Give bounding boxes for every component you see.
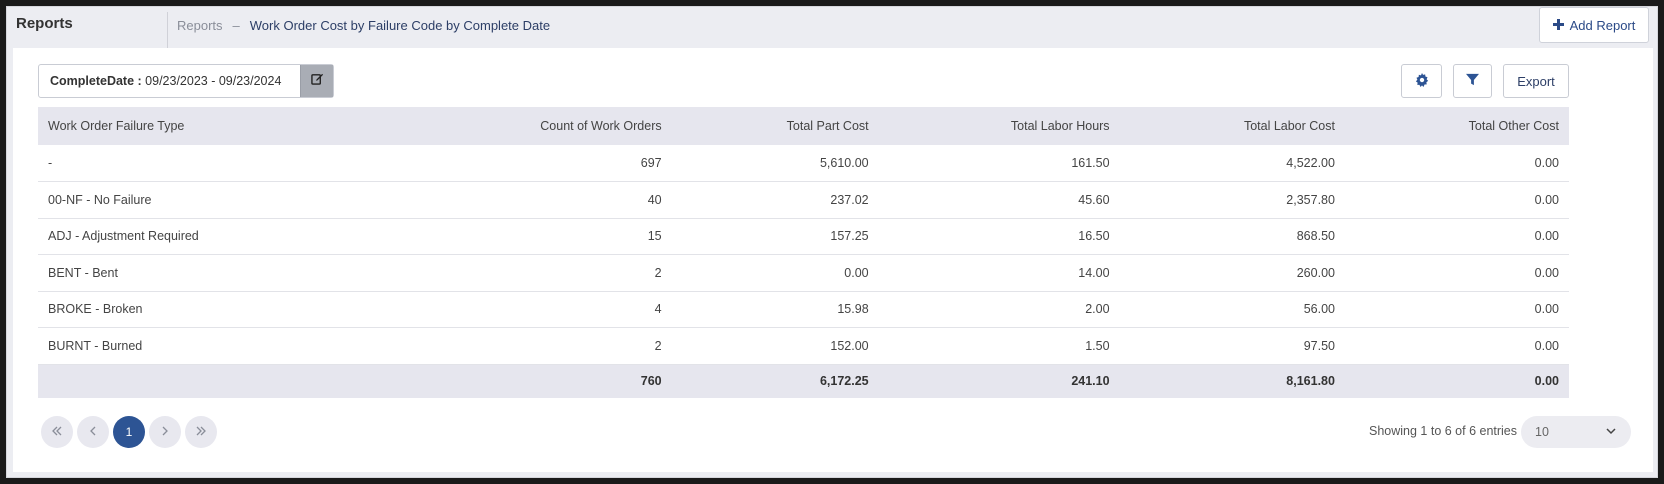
add-report-button[interactable]: Add Report — [1539, 7, 1649, 43]
column-header-labor-cost[interactable]: Total Labor Cost — [1243, 119, 1335, 133]
cell-part-cost: 5,610.00 — [819, 156, 869, 170]
export-button[interactable]: Export — [1503, 64, 1569, 98]
chevron-down-icon — [1605, 425, 1617, 440]
app-title: Reports — [16, 15, 73, 32]
cell-labor-hours: 161.50 — [1071, 156, 1110, 170]
cell-other-cost: 0.00 — [1534, 156, 1559, 170]
cell-labor-cost: 868.50 — [1296, 229, 1335, 244]
cell-other-cost: 0.00 — [1534, 302, 1559, 317]
column-header-count[interactable]: Count of Work Orders — [540, 119, 662, 133]
table-row: BENT - Bent 2 0.00 14.00 260.00 0.00 — [38, 255, 1569, 291]
cell-part-cost: 152.00 — [830, 338, 869, 353]
chevron-right-icon — [159, 425, 171, 440]
edit-date-button[interactable] — [300, 65, 333, 97]
edit-icon — [310, 72, 324, 90]
table-header-row: Work Order Failure Type Count of Work Or… — [38, 107, 1569, 145]
cell-part-cost: 0.00 — [844, 265, 869, 280]
table-row: 00-NF - No Failure 40 237.02 45.60 2,357… — [38, 182, 1569, 218]
column-header-other-cost[interactable]: Total Other Cost — [1468, 119, 1559, 133]
date-range-text: CompleteDate : 09/23/2023 - 09/23/2024 — [39, 74, 300, 88]
pagination: 1 — [41, 416, 217, 448]
cell-count: 40 — [647, 192, 662, 207]
entries-info: Showing 1 to 6 of 6 entries — [1369, 424, 1518, 438]
cell-labor-cost: 260.00 — [1296, 265, 1335, 280]
total-labor-hours: 241.10 — [1071, 374, 1110, 389]
breadcrumb-current: Work Order Cost by Failure Code by Compl… — [249, 18, 551, 33]
page-button-current[interactable]: 1 — [113, 416, 145, 448]
app-frame: Reports Reports – Work Order Cost by Fai… — [6, 6, 1658, 478]
plus-icon — [1552, 18, 1564, 33]
breadcrumb: Reports – Work Order Cost by Failure Cod… — [177, 18, 550, 33]
double-chevron-left-icon — [51, 425, 63, 440]
chevron-left-icon — [87, 425, 99, 440]
cell-labor-cost: 97.50 — [1303, 338, 1335, 353]
table-row: BROKE - Broken 4 15.98 2.00 56.00 0.00 — [38, 291, 1569, 328]
cell-labor-cost: 2,357.80 — [1286, 192, 1335, 207]
top-bar: Reports Reports – Work Order Cost by Fai… — [7, 7, 1657, 48]
cell-count: 2 — [654, 265, 662, 280]
cell-count: 697 — [640, 156, 662, 170]
cell-labor-hours: 1.50 — [1085, 338, 1110, 353]
date-key-label: CompleteDate : — [50, 74, 142, 88]
report-table: Work Order Failure Type Count of Work Or… — [38, 107, 1569, 398]
total-count: 760 — [640, 374, 662, 389]
cell-count: 2 — [654, 338, 662, 353]
table-row: ADJ - Adjustment Required 15 157.25 16.5… — [38, 218, 1569, 255]
cell-other-cost: 0.00 — [1534, 229, 1559, 244]
divider — [167, 12, 168, 48]
cell-other-cost: 0.00 — [1534, 338, 1559, 353]
add-report-label: Add Report — [1569, 17, 1636, 33]
cell-failure-type: BENT - Bent — [48, 265, 118, 280]
cell-failure-type: 00-NF - No Failure — [48, 192, 152, 207]
cell-part-cost: 157.25 — [830, 229, 869, 244]
breadcrumb-separator: – — [232, 18, 240, 33]
total-labor-cost: 8,161.80 — [1286, 374, 1335, 389]
totals-row: 760 6,172.25 241.10 8,161.80 0.00 — [38, 364, 1569, 398]
cell-count: 4 — [654, 302, 662, 317]
column-header-part-cost[interactable]: Total Part Cost — [786, 119, 869, 133]
first-page-button[interactable] — [41, 416, 73, 448]
column-header-failure-type[interactable]: Work Order Failure Type — [48, 119, 185, 133]
cell-other-cost: 0.00 — [1534, 192, 1559, 207]
date-range-value: 09/23/2023 - 09/23/2024 — [145, 74, 282, 88]
total-part-cost: 6,172.25 — [819, 374, 869, 389]
cell-count: 15 — [647, 229, 662, 244]
prev-page-button[interactable] — [77, 416, 109, 448]
cell-labor-hours: 2.00 — [1085, 302, 1110, 317]
cell-failure-type: - — [48, 156, 53, 170]
filter-icon — [1466, 73, 1479, 89]
cell-labor-hours: 14.00 — [1078, 265, 1110, 280]
cell-part-cost: 15.98 — [837, 302, 869, 317]
page-size-select[interactable]: 10 — [1521, 416, 1631, 448]
column-header-labor-hours[interactable]: Total Labor Hours — [1010, 119, 1110, 133]
breadcrumb-reports-link[interactable]: Reports — [177, 18, 223, 33]
date-range-filter[interactable]: CompleteDate : 09/23/2023 - 09/23/2024 — [38, 64, 334, 98]
page-size-value: 10 — [1535, 425, 1549, 439]
cell-labor-hours: 45.60 — [1078, 192, 1110, 207]
cell-labor-hours: 16.50 — [1078, 229, 1110, 244]
settings-button[interactable] — [1401, 64, 1442, 98]
cell-failure-type: BROKE - Broken — [48, 302, 143, 317]
cell-failure-type: BURNT - Burned — [48, 338, 143, 353]
table-row: BURNT - Burned 2 152.00 1.50 97.50 0.00 — [38, 328, 1569, 364]
total-other-cost: 0.00 — [1534, 374, 1559, 389]
total-failure-type — [38, 364, 385, 398]
next-page-button[interactable] — [149, 416, 181, 448]
double-chevron-right-icon — [195, 425, 207, 440]
cell-labor-cost: 4,522.00 — [1286, 156, 1335, 170]
table-row: - 697 5,610.00 161.50 4,522.00 0.00 — [38, 145, 1569, 182]
filter-button[interactable] — [1453, 64, 1492, 98]
gear-icon — [1415, 72, 1429, 90]
cell-other-cost: 0.00 — [1534, 265, 1559, 280]
cell-labor-cost: 56.00 — [1303, 302, 1335, 317]
cell-part-cost: 237.02 — [830, 192, 869, 207]
last-page-button[interactable] — [185, 416, 217, 448]
report-card: CompleteDate : 09/23/2023 - 09/23/2024 — [13, 48, 1653, 472]
cell-failure-type: ADJ - Adjustment Required — [48, 229, 199, 244]
